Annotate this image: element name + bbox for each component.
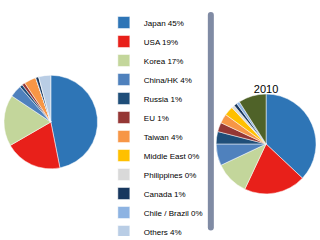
svg-text:Philippines 0%: Philippines 0%: [144, 171, 196, 180]
svg-text:USA 19%: USA 19%: [144, 38, 178, 47]
svg-text:Japan 45%: Japan 45%: [144, 19, 184, 28]
svg-text:Korea 17%: Korea 17%: [144, 57, 184, 66]
svg-text:Canada 1%: Canada 1%: [144, 190, 186, 199]
svg-text:2010: 2010: [254, 83, 278, 95]
svg-text:Taiwan 4%: Taiwan 4%: [144, 133, 183, 142]
svg-text:Middle East 0%: Middle East 0%: [144, 152, 200, 161]
svg-text:Others 4%: Others 4%: [144, 228, 182, 236]
svg-text:Russia 1%: Russia 1%: [144, 95, 182, 104]
svg-text:China/HK 4%: China/HK 4%: [144, 76, 192, 85]
svg-text:EU 1%: EU 1%: [144, 114, 169, 123]
svg-text:Chile / Brazil 0%: Chile / Brazil 0%: [144, 209, 203, 218]
